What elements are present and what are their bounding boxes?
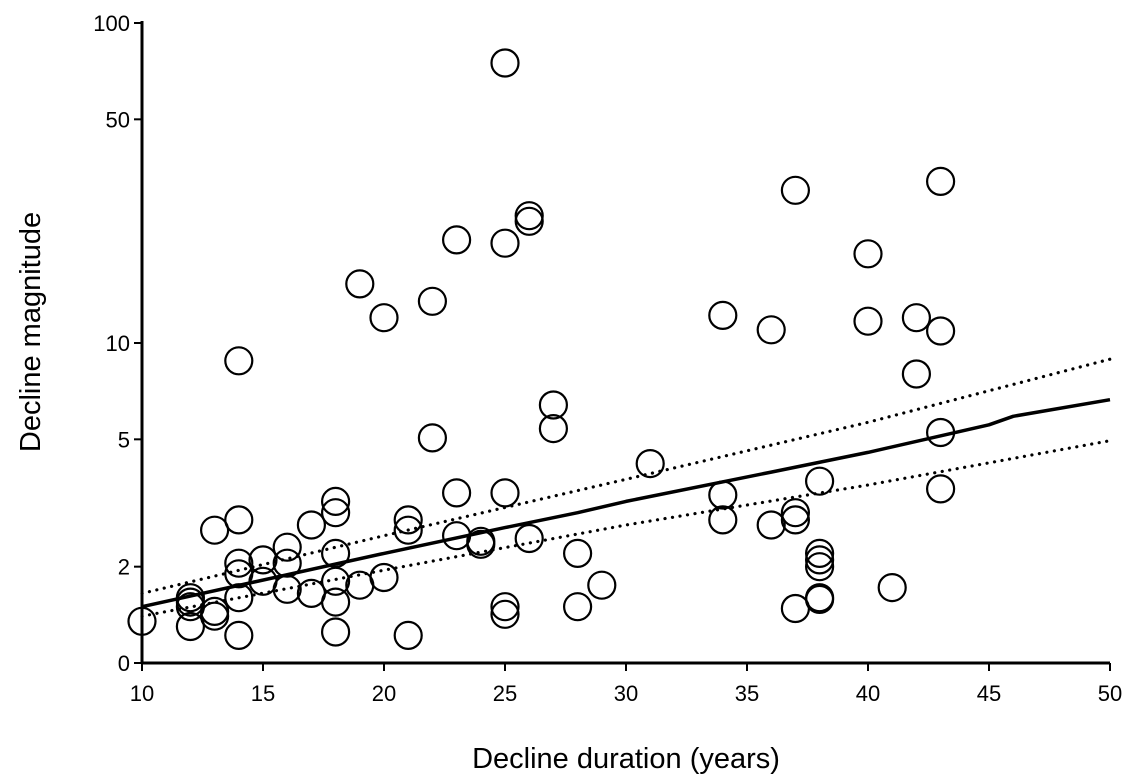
axes bbox=[134, 21, 1110, 671]
data-point bbox=[322, 499, 349, 526]
data-point bbox=[879, 574, 906, 601]
x-tick-label: 25 bbox=[493, 681, 517, 706]
data-point bbox=[492, 479, 519, 506]
y-axis-title: Decline magnitude bbox=[15, 212, 47, 452]
data-point bbox=[492, 601, 519, 628]
x-tick-label: 30 bbox=[614, 681, 638, 706]
confidence-upper-line bbox=[142, 359, 1110, 593]
x-tick-label: 35 bbox=[735, 681, 759, 706]
data-point bbox=[274, 534, 301, 561]
data-point bbox=[225, 347, 252, 374]
data-point bbox=[371, 564, 398, 591]
data-point bbox=[903, 361, 930, 388]
y-tick-label: 0 bbox=[118, 651, 130, 676]
data-point bbox=[322, 589, 349, 616]
data-point bbox=[709, 506, 736, 533]
x-tick-label: 45 bbox=[977, 681, 1001, 706]
data-point bbox=[322, 568, 349, 595]
data-point bbox=[419, 424, 446, 451]
data-point bbox=[927, 168, 954, 195]
data-point bbox=[758, 316, 785, 343]
data-point bbox=[564, 593, 591, 620]
x-tick-label: 50 bbox=[1098, 681, 1122, 706]
y-tick-label: 50 bbox=[106, 107, 130, 132]
data-point bbox=[225, 506, 252, 533]
data-point bbox=[395, 622, 422, 649]
data-point bbox=[855, 240, 882, 267]
y-tick-label: 100 bbox=[93, 11, 130, 36]
y-tick-label: 2 bbox=[118, 555, 130, 580]
data-point bbox=[855, 308, 882, 335]
data-point bbox=[298, 512, 325, 539]
data-point bbox=[225, 622, 252, 649]
data-point bbox=[806, 546, 833, 573]
data-point bbox=[709, 302, 736, 329]
data-point bbox=[322, 619, 349, 646]
data-point bbox=[782, 595, 809, 622]
data-point bbox=[250, 546, 277, 573]
data-point bbox=[322, 488, 349, 515]
data-point bbox=[709, 482, 736, 509]
data-point bbox=[782, 499, 809, 526]
data-point bbox=[927, 475, 954, 502]
x-tick-label: 15 bbox=[251, 681, 275, 706]
x-tick-label: 10 bbox=[130, 681, 154, 706]
data-point bbox=[806, 586, 833, 613]
y-tick-label: 10 bbox=[106, 331, 130, 356]
data-point bbox=[492, 230, 519, 257]
data-points bbox=[129, 50, 955, 649]
data-point bbox=[927, 318, 954, 345]
data-point bbox=[516, 208, 543, 235]
data-point bbox=[806, 584, 833, 611]
data-point bbox=[782, 177, 809, 204]
data-point bbox=[516, 525, 543, 552]
confidence-lower-line bbox=[142, 441, 1110, 617]
data-point bbox=[492, 50, 519, 77]
data-point bbox=[782, 506, 809, 533]
data-point bbox=[419, 288, 446, 315]
data-point bbox=[201, 517, 228, 544]
data-point bbox=[298, 580, 325, 607]
data-point bbox=[443, 226, 470, 253]
data-point bbox=[177, 613, 204, 640]
data-point bbox=[516, 202, 543, 229]
x-axis-title: Decline duration (years) bbox=[472, 743, 780, 775]
data-point bbox=[806, 468, 833, 495]
x-tick-label: 40 bbox=[856, 681, 880, 706]
data-point bbox=[346, 270, 373, 297]
data-point bbox=[564, 540, 591, 567]
x-tick-label: 20 bbox=[372, 681, 396, 706]
data-point bbox=[443, 479, 470, 506]
data-point bbox=[274, 576, 301, 603]
data-point bbox=[492, 593, 519, 620]
data-point bbox=[758, 512, 785, 539]
data-point bbox=[274, 550, 301, 577]
data-point bbox=[903, 304, 930, 331]
data-point bbox=[637, 450, 664, 477]
data-point bbox=[371, 304, 398, 331]
y-tick-label: 5 bbox=[118, 427, 130, 452]
data-point bbox=[588, 572, 615, 599]
